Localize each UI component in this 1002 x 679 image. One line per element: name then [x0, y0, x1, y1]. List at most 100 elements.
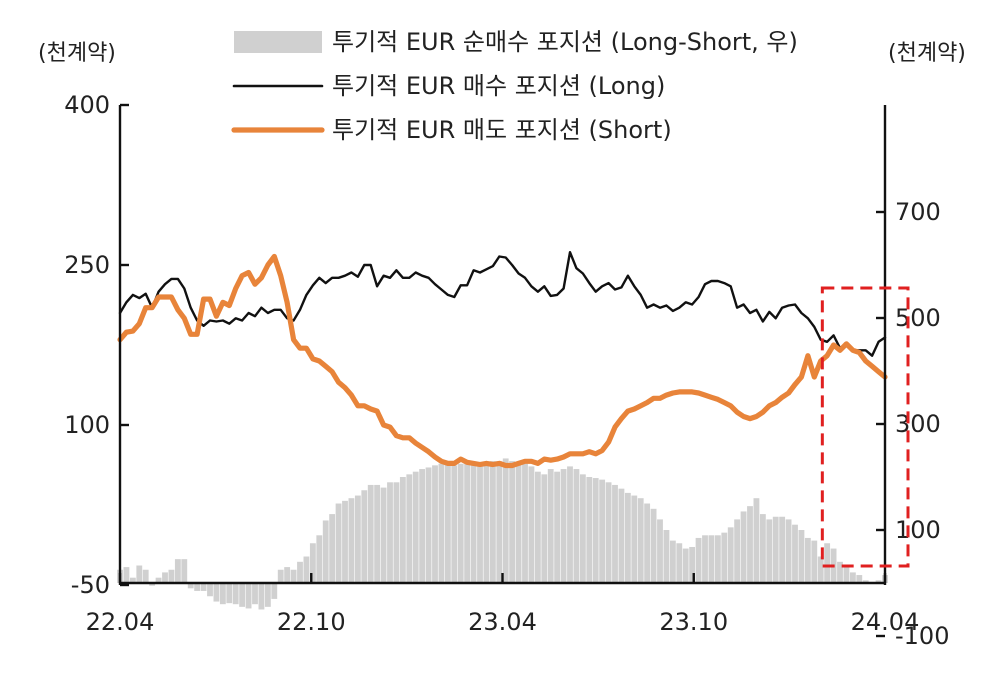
highlight-rect: [820, 286, 910, 568]
right-tick-label: -100: [895, 622, 949, 650]
net-bar: [856, 575, 863, 583]
net-bar: [367, 484, 374, 583]
net-bar: [644, 503, 651, 583]
net-bar: [837, 561, 843, 583]
net-bar: [194, 583, 201, 591]
x-tick-label: 22.10: [277, 608, 346, 636]
net-bar: [798, 530, 805, 583]
net-bar: [689, 546, 696, 583]
net-bar: [322, 520, 329, 583]
highlight-box: [820, 286, 910, 568]
net-bar: [502, 458, 509, 583]
net-bar: [772, 516, 779, 583]
net-position-bars: [117, 458, 888, 610]
right-tick-label: 300: [895, 410, 941, 438]
net-bar: [849, 572, 856, 583]
short-position-line: [117, 253, 888, 469]
net-bar: [380, 487, 387, 583]
legend-label: 투기적 EUR 매도 포지션 (Short): [332, 116, 672, 144]
net-bar: [200, 583, 207, 591]
net-bar: [817, 556, 824, 583]
net-bar: [342, 500, 348, 583]
net-bar: [862, 580, 869, 583]
net-bar: [425, 467, 432, 583]
net-bar: [354, 495, 361, 583]
net-bar: [592, 478, 599, 583]
axes: 400 250 100 -50 700 500 300 100 -100 22.04 22.10 23…: [64, 91, 949, 650]
net-bar: [258, 583, 265, 610]
net-bar: [271, 583, 278, 599]
long-position-line: [118, 251, 887, 357]
net-bar: [264, 583, 271, 607]
net-bar: [432, 465, 438, 583]
net-bar: [637, 498, 644, 583]
net-bar: [676, 543, 683, 583]
net-bar: [579, 474, 586, 583]
net-bar: [387, 482, 393, 583]
net-bar: [290, 569, 297, 583]
net-bar: [316, 535, 323, 583]
left-axis-unit: (천계약): [38, 41, 116, 66]
x-tick-label: 23.04: [468, 608, 537, 636]
net-bar: [335, 503, 342, 583]
right-tick-label: 500: [895, 304, 941, 332]
net-bar: [162, 572, 168, 583]
net-bar: [457, 463, 464, 583]
net-bar: [168, 569, 175, 583]
net-bar: [534, 471, 541, 583]
net-bar: [348, 498, 355, 583]
net-bar: [657, 519, 663, 583]
net-bar: [702, 535, 708, 583]
net-bar: [541, 474, 548, 583]
net-bar: [232, 583, 239, 605]
net-bar: [123, 567, 130, 583]
net-bar: [547, 469, 554, 583]
net-bar: [624, 492, 631, 583]
net-bar: [207, 583, 213, 597]
net-bar: [252, 583, 258, 605]
net-bar: [483, 462, 490, 583]
net-bar: [528, 466, 535, 583]
legend: 투기적 EUR 순매수 포지션 (Long-Short, 우) 투기적 EUR 매…: [231, 28, 798, 144]
net-bar: [875, 580, 882, 583]
net-bar: [599, 479, 606, 583]
left-tick-label: 400: [64, 91, 110, 119]
net-bar: [727, 527, 734, 583]
x-tick-label: 23.10: [659, 608, 728, 636]
x-tick-label: 24.04: [851, 608, 920, 636]
net-bar: [567, 466, 573, 583]
net-bar: [573, 469, 580, 583]
net-bar: [708, 535, 715, 583]
net-bar: [695, 537, 702, 583]
net-bar: [419, 469, 426, 583]
net-bar: [747, 506, 753, 583]
net-bar: [181, 559, 188, 583]
x-tick-label: 22.04: [86, 608, 155, 636]
net-bar: [284, 567, 291, 583]
net-bar: [612, 484, 618, 583]
net-bar: [399, 477, 406, 583]
net-bar: [734, 519, 741, 583]
net-bar: [444, 462, 451, 583]
net-bar: [226, 583, 233, 604]
net-bar: [509, 461, 516, 583]
net-bar: [618, 488, 625, 583]
net-bar: [489, 461, 496, 583]
net-bar: [663, 530, 670, 583]
net-bar: [245, 583, 252, 609]
net-bar: [155, 577, 162, 583]
net-bar: [412, 471, 419, 583]
net-bar: [522, 463, 528, 583]
net-bar: [136, 565, 143, 583]
net-bar: [464, 462, 471, 583]
net-bar: [329, 514, 336, 583]
net-bar: [277, 569, 284, 583]
net-bar: [515, 462, 522, 583]
net-bar: [740, 511, 747, 583]
net-bar: [811, 540, 818, 583]
net-bar: [759, 514, 766, 583]
net-bar: [766, 519, 773, 583]
net-bar: [174, 559, 181, 583]
net-bar: [554, 471, 561, 583]
